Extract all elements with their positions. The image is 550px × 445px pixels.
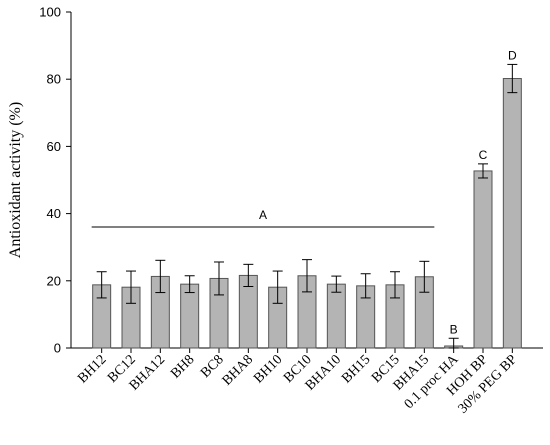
group-letter: D bbox=[508, 48, 517, 62]
bar bbox=[473, 170, 493, 349]
y-axis: 0 20 40 60 80 100 bbox=[39, 5, 72, 356]
x-tick-label: BHA8 bbox=[220, 352, 256, 388]
group-letter: C bbox=[479, 148, 488, 162]
group-letter: B bbox=[450, 322, 458, 336]
y-tick-label: 20 bbox=[47, 273, 61, 288]
y-tick-label: 0 bbox=[54, 341, 61, 356]
y-tick-label: 40 bbox=[47, 206, 61, 221]
group-letter: A bbox=[259, 208, 267, 222]
x-tick-label: BH10 bbox=[251, 352, 285, 386]
group-annotations: A B C D bbox=[91, 48, 517, 336]
bar bbox=[326, 283, 346, 349]
y-axis-title: Antioxidant activity (%) bbox=[7, 102, 24, 258]
y-tick-label: 80 bbox=[47, 72, 61, 87]
y-tick-label: 60 bbox=[47, 139, 61, 154]
bar-series bbox=[92, 63, 522, 349]
x-tick-label: BH8 bbox=[168, 352, 197, 381]
y-tick-label: 100 bbox=[39, 5, 61, 20]
x-tick-label: BH15 bbox=[339, 352, 373, 386]
x-tick-label: BH12 bbox=[75, 352, 109, 386]
bar bbox=[502, 78, 522, 349]
bar bbox=[180, 283, 200, 349]
